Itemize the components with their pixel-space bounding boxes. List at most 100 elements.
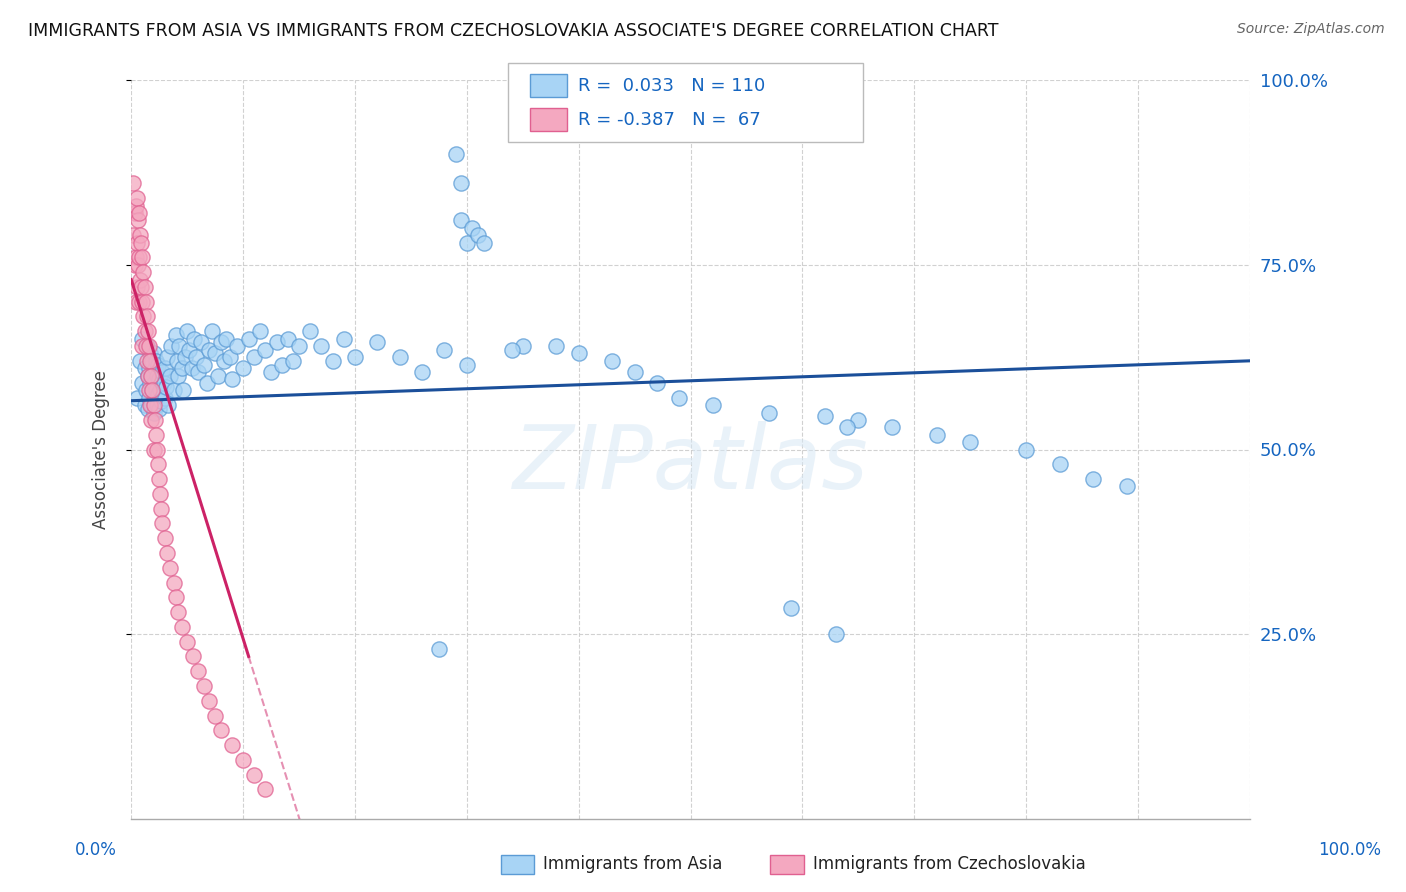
Point (959, 435, 981, 450)
Point (143, 413, 166, 427)
Point (322, 354, 344, 368)
Point (600, 354, 623, 368)
Point (148, 472, 170, 486)
Point (1015, 442, 1038, 457)
Point (129, 354, 152, 368)
Point (472, 235, 495, 250)
Text: Immigrants from Czechoslovakia: Immigrants from Czechoslovakia (813, 855, 1085, 873)
Point (124, 294, 146, 309)
Point (139, 398, 162, 412)
Point (122, 177, 145, 191)
Point (146, 368, 169, 383)
Point (238, 332, 260, 346)
Point (165, 591, 187, 605)
Point (141, 368, 163, 383)
Point (179, 343, 201, 357)
Point (167, 605, 190, 619)
Point (129, 228, 152, 243)
Point (141, 384, 163, 398)
Point (153, 531, 176, 545)
Point (149, 384, 172, 398)
Point (277, 332, 299, 346)
Point (176, 324, 198, 338)
Point (209, 723, 232, 738)
Text: ZIPatlas: ZIPatlas (513, 421, 869, 508)
Point (136, 324, 159, 338)
Point (124, 206, 146, 220)
Point (568, 346, 591, 360)
Text: 0.0%: 0.0% (75, 840, 117, 858)
Point (501, 343, 523, 357)
Point (150, 501, 173, 516)
Point (461, 220, 484, 235)
Point (139, 346, 162, 360)
Point (183, 332, 205, 346)
Point (814, 409, 837, 424)
Point (645, 376, 668, 390)
Point (131, 376, 153, 390)
Point (201, 324, 224, 338)
Point (254, 782, 277, 797)
Point (146, 398, 169, 412)
Point (254, 343, 277, 357)
Point (215, 332, 238, 346)
Point (142, 376, 165, 390)
Point (427, 642, 450, 657)
Point (169, 339, 191, 353)
Point (433, 343, 456, 357)
Point (288, 339, 311, 353)
Point (132, 310, 155, 324)
Point (152, 376, 174, 390)
Point (546, 339, 568, 353)
Point (848, 413, 870, 427)
Point (187, 365, 209, 379)
Point (299, 324, 322, 338)
Point (456, 358, 478, 372)
Point (143, 391, 166, 405)
Point (134, 361, 156, 376)
Point (170, 361, 193, 376)
Point (1083, 472, 1105, 486)
Point (166, 354, 188, 368)
Point (207, 368, 229, 383)
Point (128, 251, 150, 265)
Point (138, 391, 160, 405)
Text: R = -0.387   N =  67: R = -0.387 N = 67 (578, 111, 761, 128)
Y-axis label: Associate's Degree: Associate's Degree (93, 370, 110, 529)
Point (332, 332, 354, 346)
Point (311, 339, 333, 353)
Point (170, 620, 193, 634)
Point (141, 384, 163, 398)
Point (249, 324, 271, 338)
Text: 100.0%: 100.0% (1319, 840, 1381, 858)
Point (134, 280, 156, 294)
Point (1116, 479, 1139, 493)
Point (122, 228, 145, 243)
Point (512, 339, 534, 353)
Point (135, 384, 157, 398)
Point (138, 339, 160, 353)
Point (142, 398, 165, 412)
Point (212, 354, 235, 368)
Point (153, 391, 176, 405)
Point (153, 361, 176, 376)
Point (173, 350, 195, 364)
Text: R =  0.033   N = 110: R = 0.033 N = 110 (578, 77, 765, 95)
Point (143, 361, 166, 376)
Point (149, 487, 172, 501)
Point (125, 191, 148, 205)
Point (271, 358, 294, 372)
Point (163, 384, 186, 398)
Point (138, 361, 160, 376)
Point (131, 294, 153, 309)
Point (450, 177, 472, 191)
Point (411, 365, 433, 379)
Point (187, 664, 209, 678)
Point (159, 560, 181, 574)
Point (148, 401, 170, 416)
Point (232, 753, 254, 767)
Point (124, 258, 146, 272)
Point (190, 335, 212, 350)
Point (141, 398, 163, 412)
Point (343, 350, 366, 364)
